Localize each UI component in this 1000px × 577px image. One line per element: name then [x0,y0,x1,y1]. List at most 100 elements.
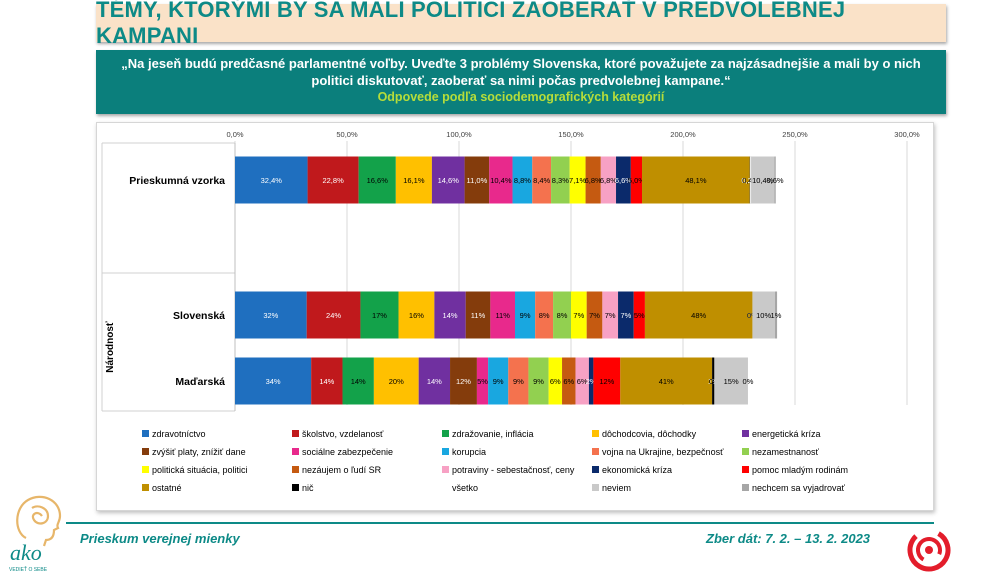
x-tick-label: 250,0% [782,130,808,139]
data-label: 11,0% [467,176,488,185]
bar-segment [535,291,554,339]
bar-segment [307,156,359,204]
data-label: 6,8% [585,176,602,185]
question-text: „Na jeseň budú predčasné parlamentné voľ… [121,56,921,88]
legend-label: ostatné [152,483,182,493]
bar-segment [774,291,778,339]
bar-segment [644,291,753,339]
data-label: 5% [477,377,488,386]
bar-segment [602,291,619,339]
data-label: 41% [659,377,674,386]
title-banner: TÉMY, KTORÝMI BY SA MALI POLITICI ZAOBER… [96,0,946,48]
x-tick-label: 50,0% [336,130,358,139]
data-label: 6% [550,377,561,386]
bar-segment [464,156,490,204]
ako-logo: ako VEDIEŤ O SEBE [9,495,62,573]
legend-swatch [441,483,450,492]
bar-segment [751,156,775,204]
data-label: 9% [493,377,504,386]
data-label: 10,4% [752,176,774,185]
bar-segment [515,291,536,339]
data-label: 48,1% [685,176,707,185]
bar-segment [508,357,529,405]
footer-date-range: Zber dát: 7. 2. – 13. 2. 2023 [706,531,871,546]
data-label: 14% [443,311,458,320]
data-label: 7% [589,311,600,320]
x-tick-label: 0,0% [226,130,243,139]
x-tick-label: 100,0% [446,130,472,139]
data-label: 1% [771,311,782,320]
bar-segment [571,291,587,339]
data-label: 20% [389,377,404,386]
legend-label: všetko [452,483,478,493]
data-label: 16,1% [403,176,425,185]
legend-label: nechcem sa vyjadrovať [752,483,846,493]
category-label: Maďarská [175,376,225,388]
bar-segment [512,156,533,204]
data-label: 34% [266,377,281,386]
bar-segment [562,357,576,405]
legend-swatch [742,484,749,491]
data-label: 9% [513,377,524,386]
legend-swatch [742,466,749,473]
bar-segment [714,357,748,405]
data-label: 14,6% [438,176,460,185]
data-label: 9% [533,377,544,386]
bar-segment [630,156,643,204]
bar-segment [588,357,594,405]
bar-segment [618,291,634,339]
legend-swatch [442,430,449,437]
data-label: 9% [520,311,531,320]
legend-swatch [142,430,149,437]
data-label: 12% [456,377,471,386]
bar-segment [395,156,432,204]
data-label: 10% [756,311,771,320]
legend-swatch [292,430,299,437]
x-tick-label: 200,0% [670,130,696,139]
question-subtitle: Odpovede podľa sociodemografických kateg… [377,90,665,104]
legend-swatch [442,448,449,455]
bar-segment [490,291,515,339]
bar-segment [600,156,617,204]
bar-segment [434,291,466,339]
bar-segment [235,291,307,339]
legend-swatch [142,484,149,491]
legend-swatch [592,466,599,473]
bar-segment [373,357,419,405]
legend-swatch [292,448,299,455]
data-label: 2% [586,377,597,386]
legend-label: dôchodcovia, dôchodky [602,429,697,439]
bar-segment [575,357,589,405]
data-label: 8,3% [552,176,569,185]
data-label: 48% [691,311,706,320]
bar-segment [548,357,563,405]
bar-segment [642,156,750,204]
legend-swatch [592,448,599,455]
category-label: Prieskumná vzorka [129,175,225,187]
data-label: 8,8% [514,176,531,185]
data-label: 1% [708,377,719,386]
data-label: 5,0% [628,176,645,185]
bar-segment [553,291,571,339]
logo-subtext: VEDIEŤ O SEBE [9,565,48,573]
footer-divider [66,522,934,524]
data-label: 7% [605,311,616,320]
data-label: 5% [634,311,645,320]
x-tick-label: 300,0% [894,130,920,139]
legend-label: nič [302,483,314,493]
legend-label: nezamestnanosť [752,447,820,457]
data-label: 14% [319,377,334,386]
bar-segment [616,156,631,204]
bar-segment [752,291,775,339]
bar-segment [235,357,312,405]
bar-segment [235,156,308,204]
bar-segment [528,357,549,405]
legend-label: vojna na Ukrajine, bezpečnosť [602,447,724,457]
legend-swatch [142,466,149,473]
legend-label: nezáujem o ľudí SR [302,465,382,475]
data-label: 7,1% [569,176,586,185]
legend-label: školstvo, vzdelanosť [302,429,384,439]
legend-label: zvýšiť platy, znížiť dane [152,447,246,457]
legend-label: sociálne zabezpečenie [302,447,393,457]
legend-label: neviem [602,483,631,493]
